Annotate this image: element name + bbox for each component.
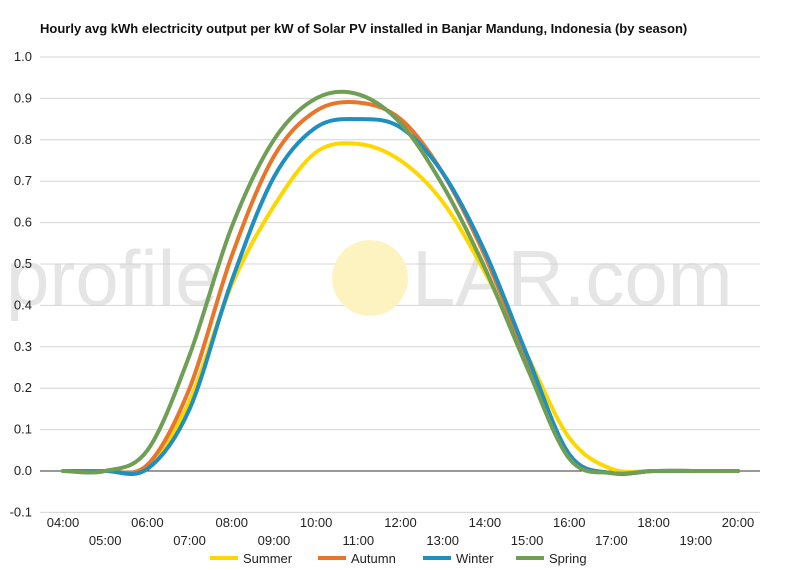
x-axis-ticks: 04:00 05:00 06:00 07:00 08:00 09:00 10:00 11:00… (47, 515, 755, 548)
y-tick-label: 0.8 (14, 132, 32, 147)
x-tick-label: 13:00 (426, 533, 459, 548)
series-line-spring (61, 89, 740, 476)
x-tick-label: 06:00 (131, 515, 164, 530)
x-tick-label: 16:00 (553, 515, 586, 530)
y-tick-label: 0.3 (14, 339, 32, 354)
y-tick-label: -0.1 (10, 504, 32, 519)
x-tick-label: 12:00 (384, 515, 417, 530)
x-tick-label: 07:00 (173, 533, 206, 548)
y-tick-label: 0.0 (14, 463, 32, 478)
y-tick-label: 0.4 (14, 297, 32, 312)
series-lines (61, 89, 740, 477)
y-tick-label: 0.5 (14, 256, 32, 271)
x-tick-label: 17:00 (595, 533, 628, 548)
legend-label-winter: Winter (456, 551, 494, 566)
legend-label-autumn: Autumn (351, 551, 396, 566)
x-tick-label: 15:00 (511, 533, 544, 548)
y-tick-label: 1.0 (14, 49, 32, 64)
x-tick-label: 11:00 (343, 533, 375, 548)
x-tick-label: 08:00 (215, 515, 248, 530)
y-tick-label: 0.7 (14, 173, 32, 188)
y-tick-label: 0.6 (14, 215, 32, 230)
series-line-summer (61, 141, 740, 476)
legend: Summer Autumn Winter Spring (210, 551, 587, 566)
x-tick-label: 18:00 (637, 515, 670, 530)
legend-label-summer: Summer (243, 551, 293, 566)
y-tick-label: 0.1 (14, 422, 32, 437)
x-tick-label: 05:00 (89, 533, 122, 548)
x-tick-label: 09:00 (258, 533, 291, 548)
watermark: profile LAR.com (6, 234, 733, 322)
x-tick-label: 04:00 (47, 515, 80, 530)
x-tick-label: 19:00 (680, 533, 713, 548)
y-tick-label: 0.9 (14, 90, 32, 105)
x-tick-label: 10:00 (300, 515, 333, 530)
y-tick-label: 0.2 (14, 380, 32, 395)
chart-title: Hourly avg kWh electricity output per kW… (40, 21, 687, 36)
watermark-text-right: LAR.com (412, 234, 733, 322)
y-axis-ticks: -0.1 0.0 0.1 0.2 0.3 0.4 0.5 0.6 0.7 0.8 0.9 1.0 (10, 49, 32, 519)
legend-label-spring: Spring (549, 551, 587, 566)
watermark-text-left: profile (6, 234, 218, 322)
x-tick-label: 14:00 (469, 515, 502, 530)
watermark-sun-icon (332, 240, 408, 316)
x-tick-label: 20:00 (722, 515, 755, 530)
